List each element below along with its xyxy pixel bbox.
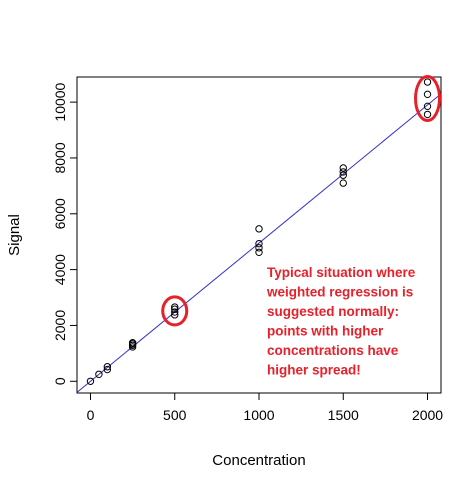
data-point: [423, 90, 432, 99]
x-tick-label: 500: [163, 407, 187, 423]
data-point: [171, 303, 179, 311]
data-point: [171, 308, 179, 316]
annotation-line: higher spread!: [267, 363, 361, 378]
highlight-ellipse: [414, 74, 442, 122]
annotation-line: Typical situation where: [267, 265, 416, 280]
annotation-line: weighted regression is: [266, 285, 413, 300]
data-point: [128, 339, 137, 347]
data-point: [103, 363, 112, 371]
data-point: [255, 244, 263, 252]
data-point: [255, 239, 263, 248]
data-point: [423, 78, 432, 86]
y-tick-label: 8000: [52, 142, 68, 173]
data-point: [339, 168, 347, 176]
x-axis-label: Concentration: [212, 452, 305, 469]
y-tick-label: 10000: [52, 82, 68, 121]
data-point: [95, 370, 103, 378]
data-point: [423, 102, 432, 111]
annotation-line: concentrations have: [267, 343, 399, 358]
data-point: [339, 164, 347, 172]
annotation-text: Typical situation where weighted regressi…: [266, 265, 416, 378]
data-point: [255, 248, 263, 257]
data-point: [103, 365, 112, 374]
y-tick-label: 6000: [52, 198, 68, 229]
y-axis-label: Signal: [6, 214, 23, 256]
x-tick-label: 1000: [243, 407, 274, 423]
y-tick-label: 0: [52, 377, 68, 385]
data-point: [171, 311, 179, 319]
data-point: [86, 377, 95, 385]
y-tick-label: 2000: [52, 310, 68, 341]
data-point: [423, 110, 432, 119]
annotation-line: suggested normally:: [267, 304, 399, 319]
x-tick-label: 1500: [328, 407, 359, 423]
data-point: [255, 225, 263, 233]
highlight-ellipse: [161, 295, 189, 327]
data-point: [171, 305, 179, 313]
data-point: [339, 171, 347, 179]
regression-line: [76, 93, 442, 393]
y-tick-label: 4000: [52, 254, 68, 285]
annotation-line: points with higher: [267, 324, 384, 339]
data-point: [339, 179, 347, 187]
x-tick-label: 2000: [412, 407, 443, 423]
x-tick-label: 0: [87, 407, 95, 423]
